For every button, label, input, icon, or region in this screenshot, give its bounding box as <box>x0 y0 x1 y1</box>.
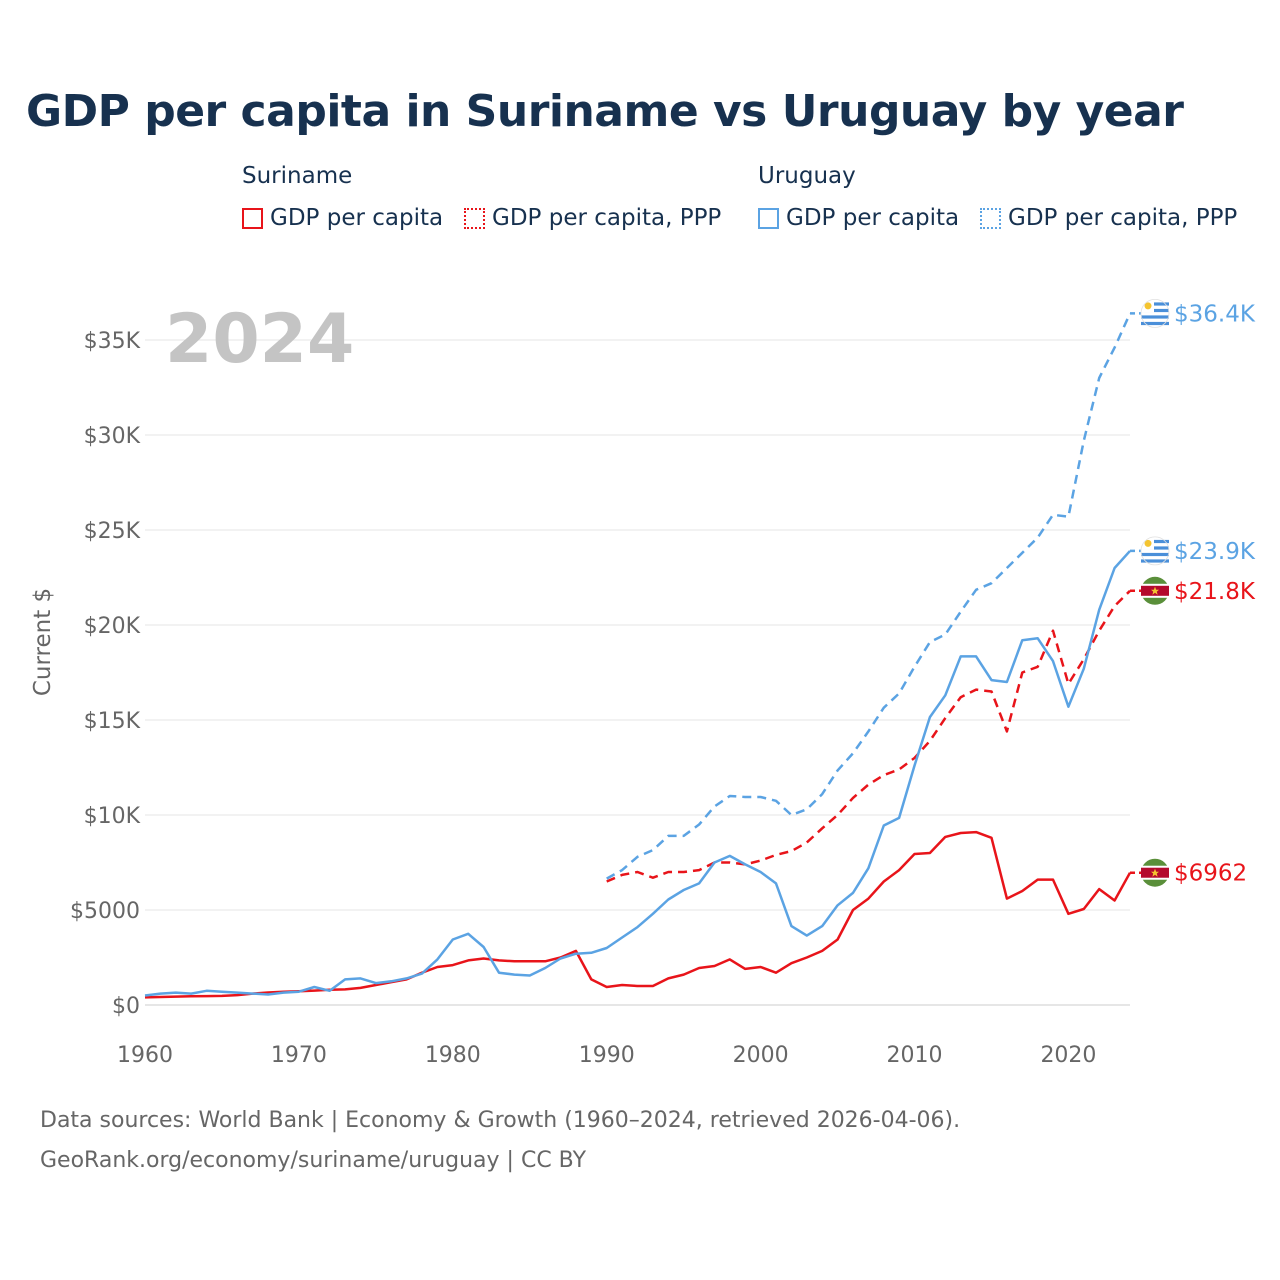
legend-swatch-dotted-blue <box>980 207 1001 229</box>
x-tick-label: 1960 <box>117 1043 173 1068</box>
suriname-flag-icon <box>1141 858 1169 887</box>
legend-group-uruguay: Uruguay <box>758 163 856 189</box>
legend-label: GDP per capita, PPP <box>1008 205 1238 231</box>
source-line-2[interactable]: GeoRank.org/economy/suriname/uruguay | C… <box>40 1148 587 1173</box>
y-tick-label: $35K <box>84 329 141 354</box>
series-line-uruguay-gdp-per-capita-ppp <box>606 312 1132 880</box>
suriname-flag-icon <box>1141 576 1169 605</box>
x-tick-label: 1970 <box>271 1043 327 1068</box>
y-axis-ticks: $0 $5000 $10K $15K $20K $25K $30K $35K <box>70 329 141 1019</box>
end-value-label: $36.4K <box>1174 301 1256 327</box>
year-label: 2024 <box>165 300 354 379</box>
gridlines <box>145 339 1130 1006</box>
end-value-label: $6962 <box>1174 861 1247 887</box>
legend-label: GDP per capita <box>270 205 444 231</box>
legend-swatch-solid-blue <box>758 207 779 229</box>
y-tick-label: $15K <box>84 709 141 734</box>
y-tick-label: $0 <box>112 994 140 1019</box>
legend-swatch-dotted-red <box>464 207 485 229</box>
legend-swatch-solid-red <box>242 207 263 229</box>
legend-item-suriname-gdp[interactable]: GDP per capita <box>242 205 443 231</box>
legend-item-suriname-gdp-ppp[interactable]: GDP per capita, PPP <box>464 205 721 231</box>
uruguay-flag-icon <box>1140 536 1170 566</box>
legend-label: GDP per capita, PPP <box>492 205 722 231</box>
y-tick-label: $5000 <box>70 899 140 924</box>
chart-title: GDP per capita in Suriname vs Uruguay by… <box>26 86 1184 137</box>
end-value-label: $21.8K <box>1174 579 1256 605</box>
series-line-suriname-gdp-per-capita <box>144 830 1132 999</box>
x-tick-label: 2000 <box>733 1043 789 1068</box>
legend-item-uruguay-gdp[interactable]: GDP per capita <box>758 205 959 231</box>
y-axis-label: Current $ <box>30 588 56 696</box>
uruguay-flag-icon <box>1140 298 1170 328</box>
series-lines <box>144 312 1132 999</box>
legend-item-uruguay-gdp-ppp[interactable]: GDP per capita, PPP <box>980 205 1237 231</box>
x-tick-label: 2010 <box>887 1043 943 1068</box>
x-tick-label: 1980 <box>425 1043 481 1068</box>
end-value-label: $23.9K <box>1174 539 1256 565</box>
end-labels: $6962 $21.8K $23.9K $36.4K <box>1130 298 1256 887</box>
y-tick-label: $10K <box>84 804 141 829</box>
x-tick-label: 1990 <box>579 1043 635 1068</box>
legend-label: GDP per capita <box>786 205 960 231</box>
x-tick-label: 2020 <box>1040 1043 1096 1068</box>
series-line-uruguay-gdp-per-capita <box>144 550 1131 997</box>
y-tick-label: $25K <box>84 519 141 544</box>
source-line-1: Data sources: World Bank | Economy & Gro… <box>40 1108 961 1133</box>
y-tick-label: $30K <box>84 424 141 449</box>
series-line-suriname-gdp-per-capita-ppp <box>606 589 1131 883</box>
legend-group-suriname: Suriname <box>242 163 353 189</box>
y-tick-label: $20K <box>84 614 141 639</box>
line-chart: $0 $5000 $10K $15K $20K $25K $30K $35K 1960 1970… <box>30 298 1256 1068</box>
x-axis-ticks: 1960 1970 1980 1990 2000 2010 2020 <box>117 1043 1096 1068</box>
